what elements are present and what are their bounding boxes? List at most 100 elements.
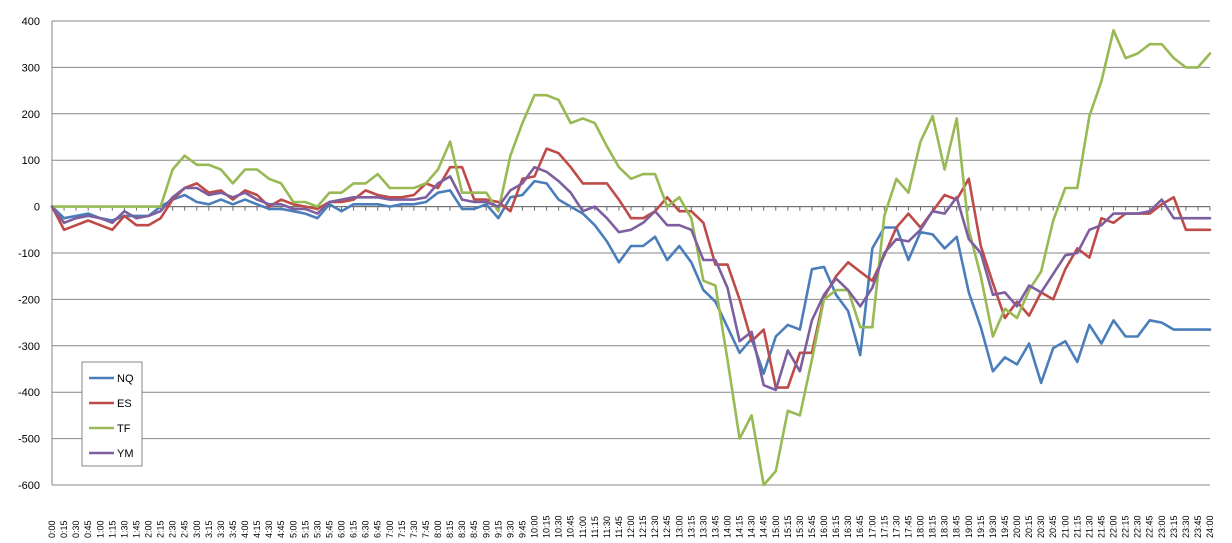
x-tick-label: 12:15 <box>638 515 648 538</box>
x-tick-label: 17:45 <box>903 515 913 538</box>
x-tick-label: 20:45 <box>1048 515 1058 538</box>
x-tick-label: 16:45 <box>855 515 865 538</box>
x-tick-label: 2:45 <box>180 520 190 538</box>
x-tick-label: 23:00 <box>1157 515 1167 538</box>
y-tick-label: -300 <box>18 341 40 353</box>
x-tick-label: 3:15 <box>204 520 214 538</box>
x-tick-label: 7:30 <box>409 520 419 538</box>
x-tick-label: 6:00 <box>337 520 347 538</box>
x-tick-label: 21:45 <box>1096 515 1106 538</box>
x-tick-label: 3:30 <box>216 520 226 538</box>
x-tick-label: 13:00 <box>674 515 684 538</box>
x-tick-label: 21:15 <box>1072 515 1082 538</box>
x-tick-label: 15:30 <box>795 515 805 538</box>
x-tick-label: 21:00 <box>1060 515 1070 538</box>
x-tick-label: 18:45 <box>952 515 962 538</box>
y-tick-label: -500 <box>18 434 40 446</box>
x-tick-label: 6:30 <box>361 520 371 538</box>
x-tick-label: 16:15 <box>831 515 841 538</box>
legend-label-ym: YM <box>117 448 134 460</box>
y-tick-label: 0 <box>34 202 40 214</box>
x-tick-label: 1:15 <box>107 520 117 538</box>
x-tick-label: 16:00 <box>819 515 829 538</box>
x-tick-label: 15:15 <box>783 515 793 538</box>
x-tick-label: 9:45 <box>517 520 527 538</box>
x-tick-label: 1:45 <box>131 520 141 538</box>
x-tick-label: 10:15 <box>542 515 552 538</box>
y-tick-label: 300 <box>22 62 40 74</box>
x-tick-label: 6:15 <box>349 520 359 538</box>
x-tick-label: 19:45 <box>1000 515 1010 538</box>
x-tick-label: 15:00 <box>771 515 781 538</box>
x-tick-label: 17:15 <box>879 515 889 538</box>
x-tick-label: 20:30 <box>1036 515 1046 538</box>
x-tick-label: 12:30 <box>650 515 660 538</box>
x-tick-label: 11:00 <box>578 516 588 538</box>
x-axis: 0:00 0:15 0:30 0:45 1:00 1:15 1:30 1:45 2:00 2:15… <box>47 21 1215 538</box>
x-tick-label: 10:00 <box>530 515 540 538</box>
x-tick-label: 8:15 <box>445 520 455 538</box>
y-tick-label: 400 <box>22 16 40 28</box>
x-tick-label: 9:30 <box>505 520 515 538</box>
x-tick-label: 23:45 <box>1193 515 1203 538</box>
x-tick-label: 0:00 <box>47 520 57 538</box>
x-tick-label: 18:00 <box>916 515 926 538</box>
series-lines <box>50 28 1212 487</box>
x-tick-label: 12:00 <box>626 515 636 538</box>
x-tick-label: 5:30 <box>312 520 322 538</box>
legend: NQ ES TF YM <box>81 361 143 467</box>
x-tick-label: 6:45 <box>373 520 383 538</box>
x-tick-label: 7:00 <box>385 520 395 538</box>
x-tick-label: 1:00 <box>95 520 105 538</box>
x-tick-label: 11:30 <box>602 516 612 538</box>
legend-box <box>81 361 143 467</box>
x-tick-label: 2:30 <box>168 520 178 538</box>
x-tick-label: 17:30 <box>891 515 901 538</box>
x-tick-label: 22:15 <box>1121 515 1131 538</box>
x-tick-label: 1:30 <box>119 520 129 538</box>
legend-label-es: ES <box>117 398 132 410</box>
x-tick-label: 2:15 <box>156 520 166 538</box>
x-tick-label: 10:45 <box>566 515 576 538</box>
y-tick-label: -100 <box>18 248 40 260</box>
series-line-ym <box>50 165 1212 392</box>
x-tick-label: 4:00 <box>240 520 250 538</box>
x-tick-label: 17:00 <box>867 515 877 538</box>
x-tick-label: 10:30 <box>554 515 564 538</box>
x-tick-label: 11:15 <box>590 516 600 538</box>
legend-label-tf: TF <box>117 423 131 435</box>
x-tick-label: 19:30 <box>988 515 998 538</box>
x-tick-label: 4:15 <box>252 520 262 538</box>
x-tick-label: 2:00 <box>144 520 154 538</box>
x-tick-label: 18:30 <box>940 515 950 538</box>
series-line-nq <box>50 179 1212 385</box>
x-tick-label: 0:30 <box>71 520 81 538</box>
x-tick-label: 14:15 <box>735 515 745 538</box>
series-line-tf <box>50 28 1212 487</box>
y-tick-label: -200 <box>18 294 40 306</box>
x-tick-label: 13:30 <box>698 515 708 538</box>
x-tick-label: 9:15 <box>493 520 503 538</box>
x-tick-label: 19:15 <box>976 515 986 538</box>
x-tick-label: 21:30 <box>1084 515 1094 538</box>
y-tick-label: -600 <box>18 480 40 492</box>
gridlines <box>52 20 1210 486</box>
x-tick-label: 13:45 <box>710 515 720 538</box>
x-tick-label: 20:15 <box>1024 515 1034 538</box>
x-tick-label: 12:45 <box>662 515 672 538</box>
series-line-es <box>50 147 1212 389</box>
y-axis-tick-labels: 400 300 200 100 0 -100 -200 -300 -400 -500 -600 <box>18 16 40 492</box>
x-tick-label: 14:00 <box>723 515 733 538</box>
x-tick-label: 8:30 <box>457 520 467 538</box>
x-tick-label: 7:45 <box>421 520 431 538</box>
x-tick-label: 0:15 <box>59 520 69 538</box>
x-tick-label: 22:00 <box>1109 515 1119 538</box>
x-tick-label: 22:30 <box>1133 515 1143 538</box>
legend-label-nq: NQ <box>117 373 134 385</box>
x-tick-label: 19:00 <box>964 515 974 538</box>
x-tick-label: 22:45 <box>1145 515 1155 538</box>
x-tick-label: 24:00 <box>1205 515 1215 538</box>
y-tick-label: 100 <box>22 155 40 167</box>
x-tick-label: 23:30 <box>1181 515 1191 538</box>
